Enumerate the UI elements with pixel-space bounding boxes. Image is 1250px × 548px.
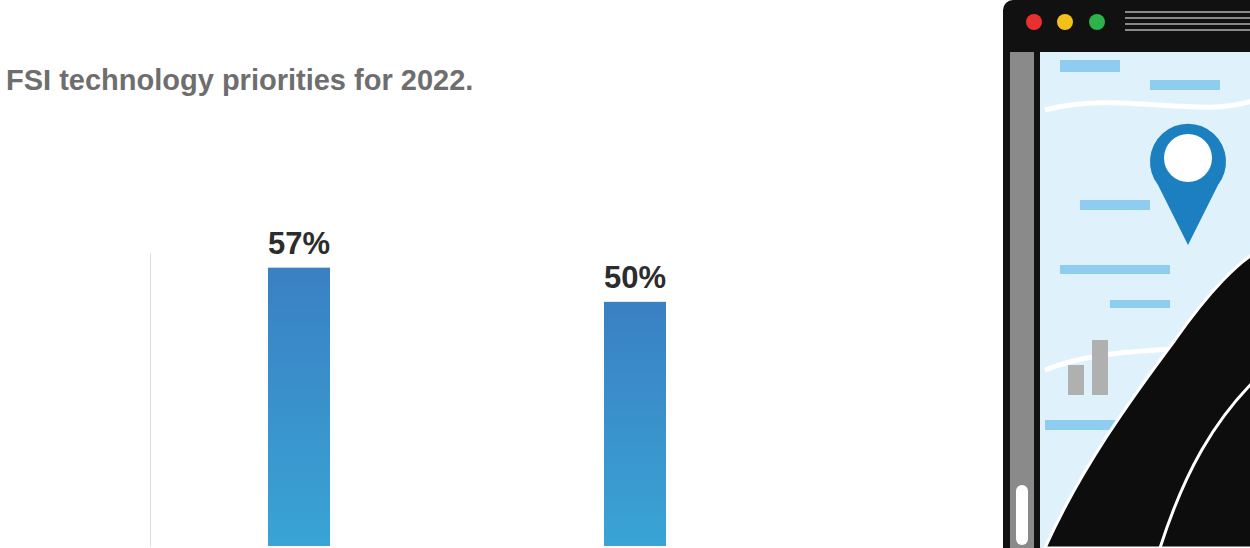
map-road <box>1060 60 1120 72</box>
chart-icon-bar <box>1092 340 1108 395</box>
bar <box>604 302 666 546</box>
chart-icon-bar <box>1068 365 1084 395</box>
hand <box>1045 250 1250 548</box>
map-pin <box>1150 124 1226 245</box>
bars <box>268 268 666 546</box>
y-axis-line <box>150 254 151 547</box>
data-labels: 57% 50% <box>268 226 666 295</box>
menu-line <box>1125 29 1250 31</box>
menu-line <box>1125 23 1250 25</box>
map-pin-hole <box>1164 134 1212 182</box>
data-label: 57% <box>268 226 330 261</box>
chart-title: FSI technology priorities for 2022. <box>6 64 473 96</box>
map-road <box>1080 200 1150 210</box>
map-road <box>1110 300 1170 308</box>
menu-line <box>1125 17 1250 19</box>
menu-line <box>1125 11 1250 13</box>
y-axis <box>150 254 151 547</box>
scrollbar <box>1010 52 1034 548</box>
bar <box>268 268 330 546</box>
illustration <box>1003 0 1250 548</box>
scroll-thumb <box>1016 485 1028 545</box>
data-label: 50% <box>604 260 666 295</box>
window-dot <box>1026 14 1042 30</box>
hand-line <box>1160 380 1250 548</box>
browser-frame <box>1003 0 1250 548</box>
window-dot <box>1057 14 1073 30</box>
map-road <box>1150 80 1220 90</box>
map-road <box>1060 265 1170 274</box>
window-dot <box>1089 14 1105 30</box>
